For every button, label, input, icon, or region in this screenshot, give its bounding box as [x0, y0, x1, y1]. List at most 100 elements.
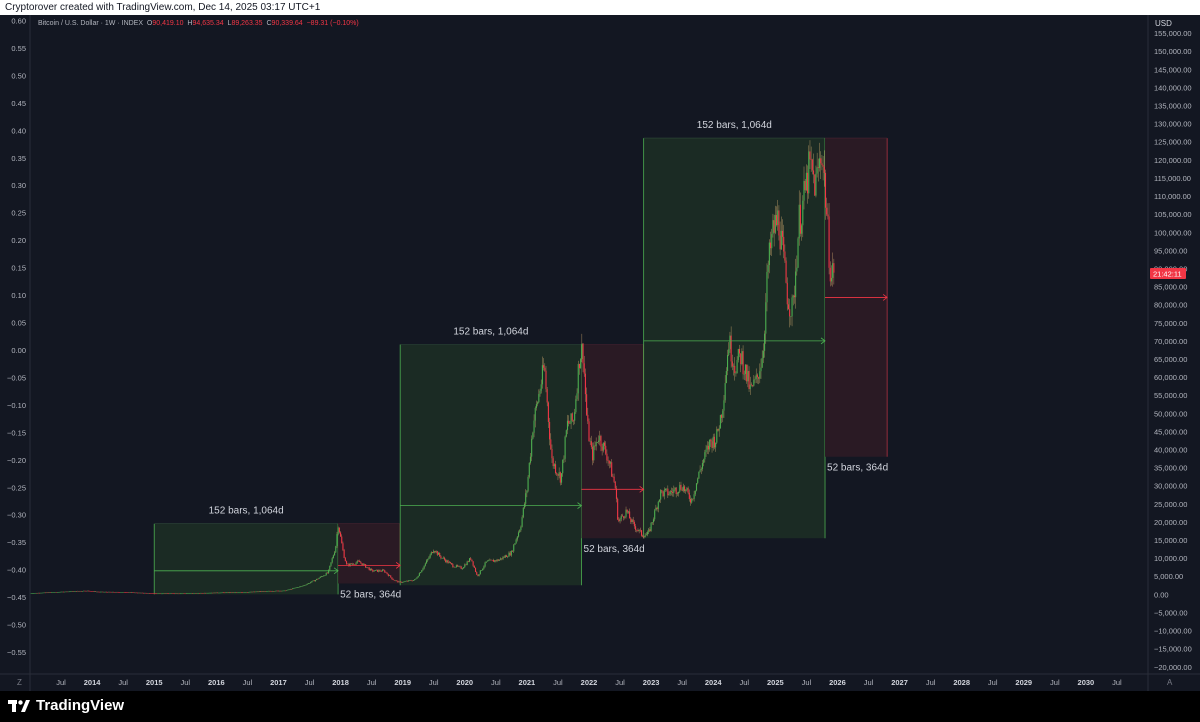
candle-body: [807, 172, 809, 194]
candle-body: [397, 580, 399, 583]
footer-bar: TradingView: [0, 691, 1200, 722]
time-axis-tick: 2023: [643, 678, 660, 687]
auto-scale-icon[interactable]: A: [1167, 678, 1173, 687]
candle-body: [427, 559, 429, 561]
candle-body: [814, 174, 816, 196]
candle-body: [168, 593, 170, 595]
candle-body: [166, 593, 168, 594]
candle-body: [314, 580, 317, 582]
arrow-head: [395, 562, 401, 569]
candle-body: [292, 588, 294, 590]
last-price-label: 21:42:11: [1153, 270, 1182, 279]
candle-body: [299, 586, 301, 588]
candle-body: [623, 516, 625, 518]
candle-body: [120, 592, 122, 593]
candle-body: [105, 591, 107, 593]
candle-body: [704, 452, 706, 460]
candle-body: [464, 564, 466, 568]
candle-body: [368, 567, 370, 571]
candle-body: [786, 282, 788, 305]
time-axis-tick: 2016: [208, 678, 225, 687]
candle-body: [766, 271, 768, 303]
candle-body: [114, 592, 116, 593]
candle-body: [273, 591, 275, 592]
candle-body: [308, 583, 311, 584]
candle-body: [722, 410, 724, 418]
candle-body: [194, 593, 196, 594]
candle-body: [238, 592, 240, 593]
candle-body: [128, 592, 130, 594]
candle-body: [42, 592, 44, 594]
candle-body: [169, 593, 171, 595]
candle-body: [244, 592, 246, 593]
candle-body: [219, 592, 221, 594]
tradingview-logo[interactable]: TradingView: [8, 697, 124, 714]
candle-body: [694, 490, 696, 495]
candle-body: [441, 557, 443, 559]
candle-body: [392, 579, 394, 581]
candle-body: [565, 430, 567, 437]
arrow-head: [333, 567, 339, 575]
candle-body: [363, 563, 365, 565]
candle-body: [767, 265, 769, 272]
bear-zone: [338, 523, 401, 584]
candle-body: [337, 527, 339, 535]
candle-body: [430, 552, 432, 555]
left-price-axis[interactable]: 0.60 0.55 0.50 0.45 0.40 0.35 0.30 0.25 0.20 0.15…: [7, 16, 26, 657]
candle-body: [357, 560, 360, 562]
candle-body: [663, 489, 665, 497]
zoom-out-icon[interactable]: Z: [17, 678, 22, 687]
candle-body: [764, 333, 766, 351]
candle-body: [307, 583, 309, 584]
candle-body: [639, 529, 641, 531]
right-axis-tick: 30,000.00: [1154, 482, 1187, 491]
candle-body: [234, 592, 236, 593]
candle-body: [506, 555, 508, 557]
arrow-head: [820, 337, 826, 345]
candle-body: [293, 588, 295, 589]
candle-body: [281, 590, 283, 592]
candle-body: [449, 562, 451, 564]
candle-body: [685, 489, 687, 492]
candle-body: [330, 562, 332, 566]
time-axis-tick: 2026: [829, 678, 846, 687]
candle-body: [422, 568, 424, 571]
candle-body: [460, 566, 462, 569]
price-chart[interactable]: 152 bars, 1,064d 52 bars, 364d 152 bars, 1…: [0, 15, 1200, 691]
candle-body: [316, 578, 318, 581]
candle-body: [606, 453, 608, 461]
candle-body: [140, 592, 142, 594]
candle-body: [655, 507, 657, 511]
right-axis-tick: 5,000.00: [1154, 572, 1183, 581]
candle-body: [515, 539, 517, 544]
candle-body: [411, 580, 413, 582]
right-axis-tick: 10,000.00: [1154, 554, 1187, 563]
candle-body: [388, 575, 391, 577]
candle-body: [179, 593, 182, 595]
candle-body: [752, 384, 754, 386]
candle-body: [574, 412, 576, 421]
candle-body: [823, 166, 825, 173]
candle-body: [621, 515, 623, 517]
candle-body: [257, 591, 259, 593]
candle-body: [457, 565, 459, 567]
candle-body: [706, 445, 708, 450]
candle-body: [792, 295, 794, 298]
candle-body: [590, 441, 592, 447]
candle-body: [564, 436, 566, 459]
candle-body: [492, 559, 494, 562]
candle-body: [340, 532, 342, 537]
candle-body: [713, 436, 715, 448]
candle-body: [286, 590, 288, 591]
right-price-axis[interactable]: 155,000.00 150,000.00 145,000.00 140,000.00…: [1154, 29, 1192, 672]
candle-body: [185, 593, 188, 595]
accumulation-zone: [154, 523, 339, 595]
candle-body: [92, 591, 94, 592]
candle-body: [818, 158, 821, 168]
candle-body: [53, 592, 55, 593]
candle-body: [586, 394, 588, 415]
candle-body: [575, 399, 577, 413]
currency-label[interactable]: USD: [1155, 19, 1172, 28]
candle-body: [301, 585, 303, 587]
time-axis[interactable]: Jul 2014 Jul 2015 Jul 2016 Jul 2017 Jul 2018 Jul 20…: [56, 678, 1122, 687]
